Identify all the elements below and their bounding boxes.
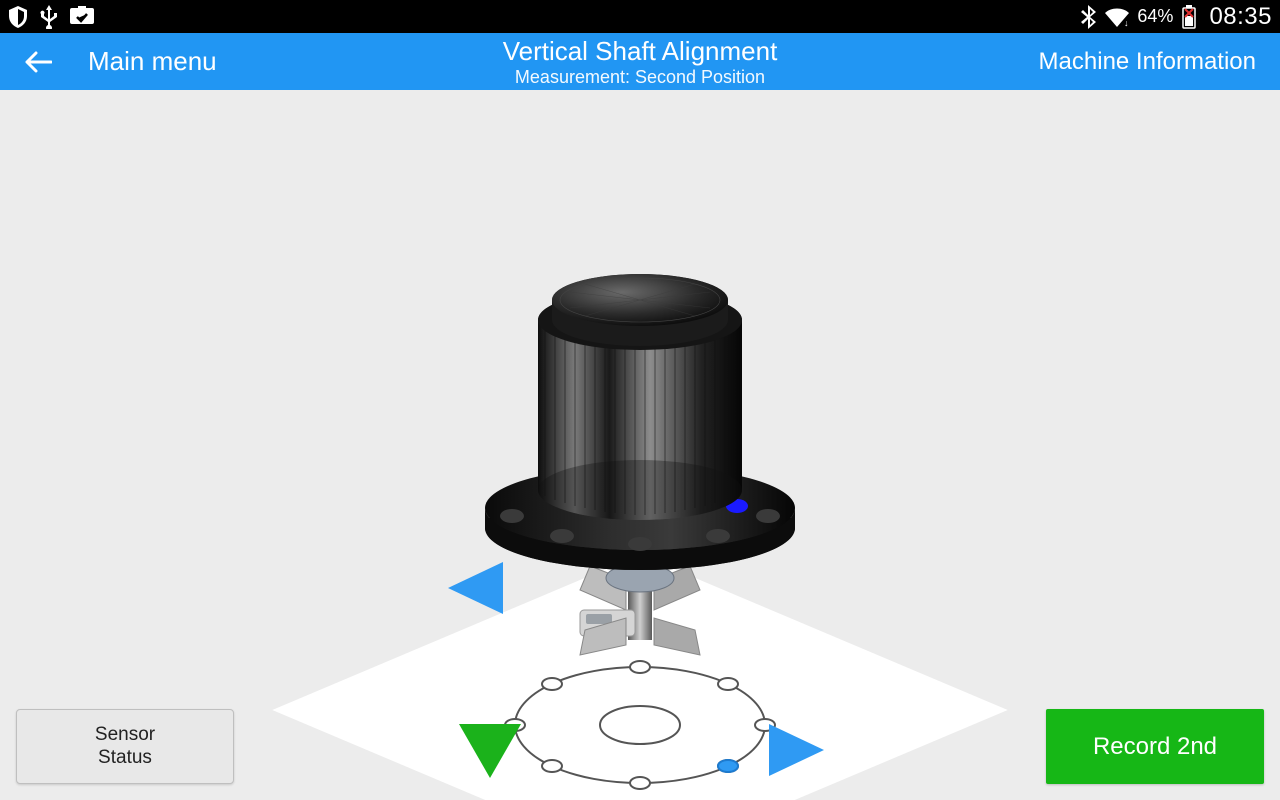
bolt-ring	[490, 655, 790, 800]
sensor-status-button[interactable]: Sensor Status	[16, 709, 234, 784]
android-status-bar: ↓ 64% 08:35	[0, 0, 1280, 33]
page-title: Vertical Shaft Alignment	[503, 36, 778, 67]
vertical-shaft-machine	[460, 250, 820, 670]
status-left-icons	[8, 5, 94, 29]
machine-information-link[interactable]: Machine Information	[1039, 48, 1256, 76]
battery-icon	[1181, 5, 1197, 29]
usb-icon	[40, 5, 58, 29]
page-subtitle: Measurement: Second Position	[503, 67, 778, 88]
status-right-icons: ↓ 64% 08:35	[1081, 3, 1272, 31]
app-header: Main menu Vertical Shaft Alignment Measu…	[0, 33, 1280, 90]
bluetooth-icon	[1081, 5, 1097, 29]
rotate-down-arrow[interactable]	[455, 718, 525, 782]
wifi-icon: ↓	[1105, 7, 1129, 27]
main-menu-label: Main menu	[88, 46, 217, 77]
motor-top-cap	[538, 274, 742, 350]
sensor-status-line2: Status	[95, 747, 155, 770]
briefcase-icon	[70, 6, 94, 28]
machine-3d-canvas[interactable]: Sensor Status Record 2nd	[0, 90, 1280, 800]
back-arrow-icon	[24, 51, 52, 73]
battery-percentage: 64%	[1137, 6, 1173, 27]
record-button-label: Record 2nd	[1093, 733, 1217, 761]
status-clock: 08:35	[1209, 3, 1272, 31]
back-to-main-menu[interactable]: Main menu	[24, 46, 217, 77]
record-second-button[interactable]: Record 2nd	[1046, 709, 1264, 784]
shield-icon	[8, 6, 28, 28]
sensor-status-line1: Sensor	[95, 724, 155, 747]
svg-text:↓: ↓	[1124, 18, 1129, 27]
rotate-right-arrow[interactable]	[760, 720, 824, 780]
header-title-block: Vertical Shaft Alignment Measurement: Se…	[503, 36, 778, 88]
